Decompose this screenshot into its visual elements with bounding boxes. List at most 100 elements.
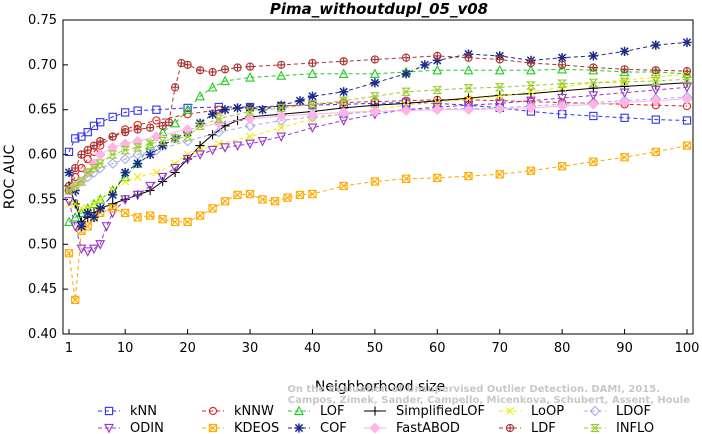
data-point-kdeos	[620, 153, 629, 162]
legend-marker	[506, 407, 514, 415]
y-axis: 0.40 0.45 0.50 0.55 0.60 0.65 0.70 0.75	[28, 13, 68, 342]
data-point-inflo	[70, 181, 81, 191]
data-point-fastabod	[463, 104, 474, 116]
data-point-knn	[589, 111, 598, 121]
data-point-kdeos	[133, 213, 142, 222]
data-point-odin	[220, 143, 230, 153]
data-point-inflo	[89, 163, 99, 173]
data-point-odin	[232, 141, 243, 152]
data-point-cof	[120, 167, 130, 178]
x-axis: 1 10 20 30 40 50 60 70 80 90 100	[65, 329, 699, 356]
data-point-odin	[195, 150, 205, 160]
x-tick-label: 1	[65, 341, 73, 356]
series-line-inflo	[68, 78, 688, 191]
data-point-cof	[295, 96, 305, 106]
data-point-kdeos	[464, 171, 473, 181]
data-point-cof	[339, 87, 349, 97]
legend-marker	[294, 423, 304, 433]
data-point-lof	[557, 63, 568, 74]
data-point-odin	[101, 222, 112, 232]
data-point-lof	[619, 66, 630, 77]
legend-marker	[589, 405, 601, 417]
data-point-odin	[526, 96, 536, 107]
legend-item-lof: LOF	[288, 404, 345, 419]
y-tick-label: 0.60	[28, 148, 57, 163]
y-tick-label: 0.40	[28, 327, 57, 342]
legend-marker	[505, 423, 515, 433]
data-point-kdeos	[108, 204, 117, 213]
data-point-cof	[232, 103, 243, 113]
data-point-kdeos	[233, 190, 242, 200]
data-point-inflo	[432, 85, 443, 95]
data-point-ldf	[164, 118, 174, 127]
x-tick-label: 40	[304, 341, 321, 356]
data-point-ldof	[107, 158, 119, 169]
data-point-ldf	[83, 145, 92, 155]
legend-marker	[369, 422, 381, 434]
data-point-lof	[526, 64, 536, 75]
data-point-inflo	[82, 168, 93, 177]
data-point-kdeos	[158, 215, 167, 224]
data-point-odin	[650, 85, 661, 96]
data-point-kdeos	[195, 211, 205, 220]
data-point-loop	[277, 123, 286, 132]
legend-label: LDOF	[616, 404, 651, 419]
data-point-kdeos	[121, 208, 130, 218]
data-point-ldof	[213, 126, 225, 138]
data-point-fastabod	[369, 106, 381, 117]
data-point-cof	[307, 91, 318, 101]
data-point-odin	[95, 240, 106, 250]
data-point-lof	[338, 68, 349, 78]
data-point-knn	[133, 106, 142, 115]
data-point-kdeos	[308, 189, 317, 199]
data-point-ldf	[133, 125, 142, 134]
data-point-ldf	[170, 83, 180, 92]
plot-area-frame	[62, 19, 694, 335]
data-point-kdeos	[208, 204, 217, 213]
data-point-knn	[152, 105, 161, 114]
data-point-lof	[89, 198, 99, 209]
data-point-fastabod	[431, 104, 443, 116]
legend-label: KDEOS	[234, 421, 279, 434]
data-point-cof	[207, 109, 218, 119]
data-point-simplifiedlof	[108, 199, 118, 209]
data-point-ldf	[108, 132, 117, 141]
legend-marker	[590, 423, 600, 433]
legend-label: FastABOD	[396, 421, 460, 434]
legend-label: SimplifiedLOF	[396, 404, 485, 419]
data-point-inflo	[276, 103, 287, 113]
data-point-kdeos	[495, 170, 504, 179]
data-point-cof	[158, 141, 168, 151]
data-point-inflo	[369, 92, 380, 101]
data-point-knn	[96, 118, 105, 127]
legend-item-loop: LoOP	[499, 404, 564, 419]
data-point-inflo	[107, 150, 118, 159]
data-point-fastabod	[681, 93, 693, 105]
data-point-odin	[557, 93, 568, 104]
data-point-fastabod	[525, 102, 537, 114]
data-point-kdeos	[651, 147, 660, 157]
data-point-ldf	[620, 65, 629, 74]
data-point-loop	[183, 150, 192, 159]
data-point-kdeos	[245, 189, 255, 199]
data-point-odin	[257, 136, 268, 147]
data-point-fastabod	[275, 110, 287, 122]
data-point-inflo	[182, 132, 193, 141]
y-tick-label: 0.55	[28, 192, 57, 207]
legend-marker	[104, 406, 114, 416]
data-point-inflo	[132, 143, 143, 152]
data-point-cof	[89, 212, 99, 222]
data-point-kdeos	[146, 211, 155, 220]
data-point-lof	[494, 64, 505, 75]
data-point-kdeos	[339, 181, 348, 191]
data-point-inflo	[76, 177, 87, 186]
data-point-knnw	[183, 110, 192, 119]
data-point-cof	[76, 221, 87, 231]
data-point-lof	[220, 75, 230, 86]
data-point-fastabod	[494, 103, 506, 115]
data-point-fastabod	[587, 98, 599, 110]
data-point-kdeos	[370, 177, 380, 186]
x-tick-label: 10	[117, 341, 134, 356]
data-point-loop	[620, 76, 629, 85]
